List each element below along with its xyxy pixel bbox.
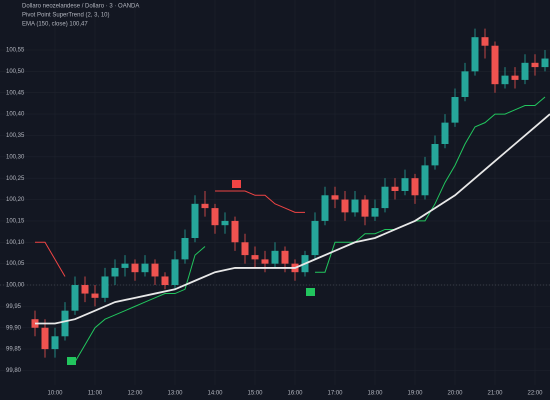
candle-body	[121, 263, 129, 268]
candle-body	[511, 75, 519, 80]
candle-body	[71, 285, 79, 311]
candle-body	[91, 293, 99, 298]
candle-body	[191, 203, 199, 239]
supertrend-up	[74, 246, 206, 363]
legend-line: EMA (150, close) 100,47	[22, 22, 88, 28]
candle-body	[541, 58, 549, 68]
axes: 99,80 99,85 99,90 99,95 100,00 100,05 100,10 10…	[6, 48, 543, 397]
y-tick-label: 100,50	[6, 69, 25, 75]
candle-body	[531, 62, 539, 68]
legend-line: Pivot Point SuperTrend (2, 3, 10)	[22, 13, 110, 19]
y-tick-label: 100,10	[6, 240, 25, 246]
sell-marker	[232, 180, 241, 188]
x-tick-label: 22:00	[527, 391, 543, 397]
candle-body	[401, 178, 409, 192]
candle-body	[451, 96, 459, 123]
x-tick-label: 13:00	[167, 391, 183, 397]
supertrend-down	[35, 241, 66, 277]
legend-line: Dollaro neozelandese / Dollaro · 3 · OAN…	[22, 4, 139, 10]
candle-body	[231, 220, 239, 243]
supertrend-down	[215, 190, 305, 213]
x-tick-label: 15:00	[247, 391, 263, 397]
y-tick-label: 100,45	[6, 90, 25, 96]
candle-body	[141, 263, 149, 273]
candle-body	[221, 220, 229, 226]
x-tick-label: 10:00	[47, 391, 63, 397]
x-tick-label: 19:00	[407, 391, 423, 397]
grid	[0, 0, 550, 385]
candle-body	[411, 178, 419, 196]
y-tick-label: 100,35	[6, 133, 25, 139]
y-tick-label: 100,25	[6, 176, 25, 182]
ema-line	[35, 113, 550, 325]
candle-body	[491, 45, 499, 85]
candle-body	[321, 195, 329, 221]
x-tick-label: 14:00	[207, 391, 223, 397]
candle-body	[391, 186, 399, 192]
candle-body	[61, 310, 69, 337]
buy-marker	[306, 288, 315, 296]
x-tick-label: 21:00	[487, 391, 503, 397]
y-tick-label: 100,40	[6, 112, 25, 118]
y-tick-label: 99,85	[6, 347, 22, 353]
y-tick-label: 100,30	[6, 154, 25, 160]
candle-body	[51, 336, 59, 350]
y-tick-label: 100,55	[6, 48, 25, 54]
candle-body	[161, 276, 169, 286]
buy-marker	[67, 357, 76, 365]
candle-body	[81, 285, 89, 294]
x-tick-label: 20:00	[447, 391, 463, 397]
candle-body	[281, 250, 289, 264]
candle-body	[111, 267, 119, 277]
candle-body	[241, 242, 249, 256]
candle-body	[251, 255, 259, 260]
candle-body	[331, 195, 339, 200]
x-tick-label: 16:00	[287, 391, 303, 397]
x-tick-label: 18:00	[367, 391, 383, 397]
candle-body	[421, 165, 429, 196]
y-tick-label: 99,80	[6, 368, 22, 374]
candle-body	[521, 62, 529, 80]
y-tick-label: 100,20	[6, 197, 25, 203]
candle-body	[461, 71, 469, 97]
candle-body	[261, 259, 269, 264]
y-tick-label: 100,00	[6, 283, 25, 289]
candle-body	[131, 263, 139, 273]
candle-body	[41, 327, 49, 350]
y-tick-label: 99,95	[6, 304, 22, 310]
candle-body	[441, 122, 449, 145]
y-tick-label: 100,15	[6, 218, 25, 224]
candle-body	[371, 208, 379, 217]
x-tick-label: 17:00	[327, 391, 343, 397]
candle-body	[101, 276, 109, 298]
candle-body	[351, 199, 359, 213]
candle-body	[271, 250, 279, 264]
candle-body	[431, 144, 439, 166]
candle-body	[211, 208, 219, 226]
x-tick-label: 12:00	[127, 391, 143, 397]
candle-body	[471, 37, 479, 72]
candle-body	[481, 37, 489, 46]
candle-body	[311, 220, 319, 256]
candle-body	[151, 263, 159, 277]
candle-body	[341, 199, 349, 213]
candle-body	[361, 199, 369, 217]
y-tick-label: 100,05	[6, 261, 25, 267]
y-tick-label: 99,90	[6, 325, 22, 331]
plot	[31, 28, 550, 363]
candle-body	[181, 238, 189, 260]
candle-body	[381, 186, 389, 209]
x-tick-label: 11:00	[88, 391, 103, 397]
candle-body	[171, 259, 179, 286]
candle-body	[501, 75, 509, 85]
candle-body	[201, 203, 209, 209]
